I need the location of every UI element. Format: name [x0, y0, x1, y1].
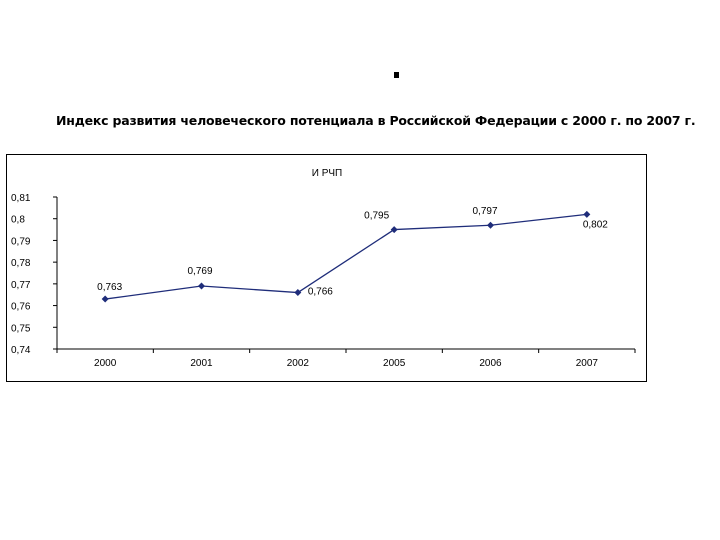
- x-tick-label: 2000: [94, 358, 117, 369]
- x-tick-label: 2005: [383, 358, 406, 369]
- y-tick-label: 0,81: [11, 193, 31, 204]
- data-point: [487, 221, 494, 229]
- y-tick-label: 0,76: [11, 302, 31, 313]
- data-label: 0,769: [188, 266, 213, 277]
- data-point: [294, 289, 302, 297]
- data-point: [198, 282, 205, 290]
- data-label: 0,766: [308, 287, 333, 298]
- y-tick-label: 0,8: [11, 215, 25, 226]
- data-point: [101, 295, 109, 303]
- y-tick-label: 0,74: [11, 345, 31, 356]
- y-tick-label: 0,77: [11, 280, 31, 291]
- chart-title: И РЧП: [312, 168, 343, 179]
- y-tick-label: 0,79: [11, 236, 31, 247]
- x-tick-label: 2006: [479, 358, 502, 369]
- chart-frame: И РЧП 0,74 0,75 0,76 0,77 0,78 0,79 0,8 0,81 200…: [6, 154, 647, 382]
- decorative-dot: [394, 72, 399, 78]
- series-line: [105, 213, 587, 300]
- data-point: [390, 226, 398, 234]
- page-title: Индекс развития человеческого потенциала…: [56, 113, 696, 128]
- data-label: 0,795: [364, 211, 389, 222]
- data-label: 0,763: [97, 282, 122, 293]
- data-point: [583, 210, 591, 218]
- x-tick-label: 2001: [190, 358, 213, 369]
- data-label: 0,797: [473, 206, 498, 217]
- data-label: 0,802: [583, 219, 608, 230]
- x-tick-label: 2002: [287, 358, 310, 369]
- x-tick-label: 2007: [576, 358, 599, 369]
- line-chart: И РЧП 0,74 0,75 0,76 0,77 0,78 0,79 0,8 0,81 200…: [11, 168, 636, 369]
- y-tick-label: 0,75: [11, 323, 31, 334]
- y-tick-label: 0,78: [11, 258, 31, 269]
